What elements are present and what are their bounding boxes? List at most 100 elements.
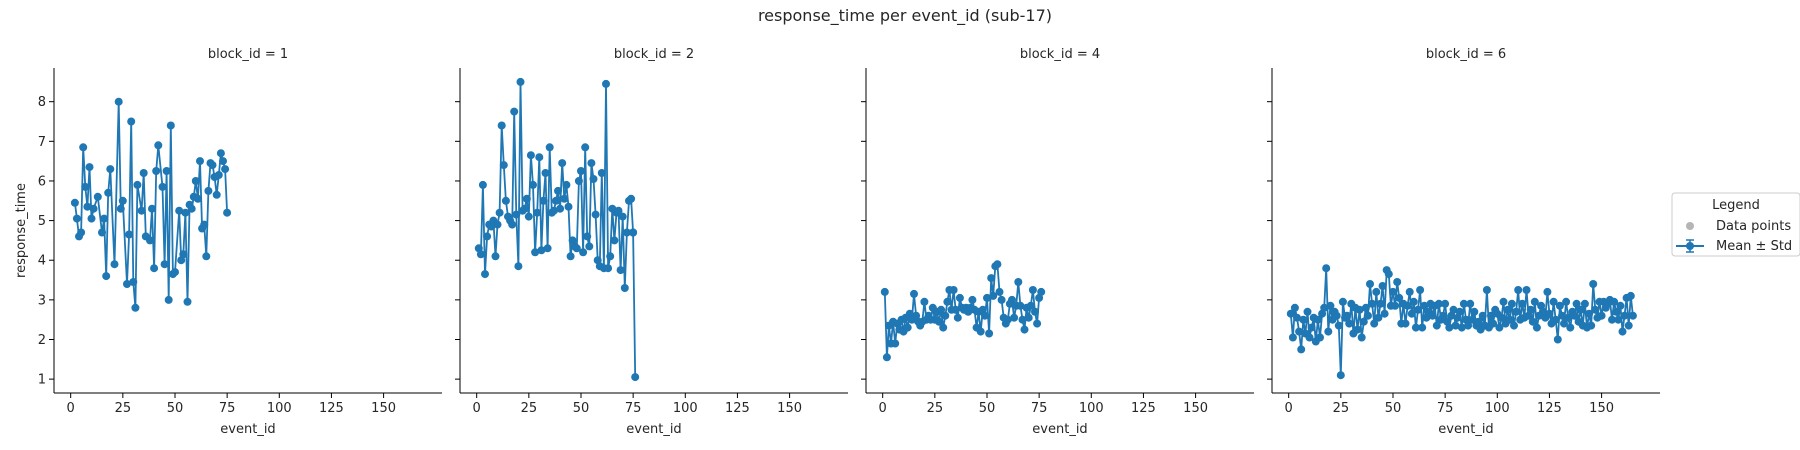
data-point bbox=[622, 228, 631, 237]
x-tick-label: 75 bbox=[625, 401, 642, 416]
data-point bbox=[171, 268, 179, 277]
data-point bbox=[1372, 287, 1381, 296]
data-point bbox=[1566, 323, 1575, 332]
data-point bbox=[1305, 333, 1314, 342]
x-tick-label: 75 bbox=[219, 401, 236, 416]
data-point bbox=[497, 121, 506, 130]
data-point bbox=[223, 208, 232, 217]
data-point bbox=[196, 157, 204, 166]
data-point bbox=[89, 204, 98, 213]
data-point bbox=[1507, 299, 1516, 308]
data-point bbox=[125, 230, 134, 239]
data-point bbox=[1614, 315, 1623, 324]
data-point bbox=[483, 232, 492, 241]
data-point bbox=[891, 339, 900, 348]
data-point bbox=[980, 311, 989, 320]
data-point bbox=[591, 210, 600, 219]
data-point bbox=[208, 161, 217, 170]
data-point bbox=[214, 171, 223, 179]
x-tick-label: 100 bbox=[1079, 401, 1104, 416]
data-point bbox=[1343, 311, 1352, 320]
data-point bbox=[1512, 307, 1521, 316]
data-point bbox=[1420, 301, 1429, 310]
data-point bbox=[1033, 319, 1042, 328]
x-tick-label: 100 bbox=[267, 401, 292, 416]
data-point bbox=[1597, 311, 1606, 320]
data-point bbox=[152, 167, 161, 175]
data-point bbox=[154, 141, 163, 150]
x-tick-label: 25 bbox=[521, 401, 538, 416]
data-point bbox=[905, 309, 914, 318]
data-point bbox=[616, 266, 625, 275]
data-point bbox=[510, 107, 519, 116]
data-point bbox=[162, 167, 171, 175]
data-point bbox=[1580, 299, 1589, 308]
data-point bbox=[939, 323, 948, 332]
data-point bbox=[1543, 287, 1552, 296]
x-tick-label: 50 bbox=[167, 401, 184, 416]
data-point bbox=[1389, 287, 1397, 296]
data-point bbox=[1610, 297, 1619, 306]
data-point bbox=[552, 196, 560, 205]
data-point bbox=[1364, 311, 1372, 320]
data-point bbox=[216, 149, 225, 158]
y-tick-label: 6 bbox=[38, 174, 46, 189]
data-point bbox=[943, 297, 952, 306]
data-point bbox=[1558, 311, 1566, 320]
data-point bbox=[1555, 301, 1564, 310]
data-point bbox=[1514, 286, 1523, 294]
data-point bbox=[1353, 325, 1362, 334]
data-point bbox=[1037, 287, 1046, 296]
legend-data-points-marker bbox=[1686, 222, 1694, 230]
data-point bbox=[1464, 321, 1473, 330]
data-point bbox=[564, 202, 573, 211]
data-point bbox=[104, 188, 113, 197]
data-point bbox=[1591, 305, 1600, 314]
data-point bbox=[1608, 315, 1616, 324]
data-point bbox=[1434, 299, 1443, 308]
data-point bbox=[545, 143, 554, 152]
data-point bbox=[127, 117, 136, 126]
y-tick-label: 7 bbox=[38, 135, 46, 150]
y-tick-label: 8 bbox=[38, 95, 46, 110]
facet-panels: block_id = 1 0 25 50 75 100 125 150 1 2 3 4 5 6 7 8 even… bbox=[14, 47, 1660, 437]
data-point bbox=[1618, 327, 1627, 336]
data-point bbox=[543, 244, 552, 253]
data-point bbox=[912, 311, 921, 320]
data-point bbox=[566, 252, 575, 261]
series-line bbox=[74, 100, 228, 309]
data-point bbox=[100, 214, 109, 223]
data-point bbox=[995, 287, 1004, 296]
data-point bbox=[93, 192, 102, 201]
data-point bbox=[558, 159, 567, 168]
data-point bbox=[1528, 317, 1537, 326]
legend-mean-std-label: Mean ± Std bbox=[1716, 239, 1792, 254]
data-point bbox=[1303, 307, 1312, 316]
x-tick-label: 100 bbox=[1485, 401, 1510, 416]
data-point bbox=[1545, 309, 1554, 318]
data-point bbox=[533, 208, 542, 217]
data-point bbox=[587, 159, 596, 168]
data-point bbox=[541, 169, 550, 177]
data-point bbox=[520, 204, 529, 213]
data-point bbox=[146, 236, 154, 245]
data-point bbox=[1616, 301, 1625, 310]
x-tick-label: 150 bbox=[371, 401, 396, 416]
data-point bbox=[1395, 293, 1404, 302]
data-point bbox=[983, 293, 991, 302]
data-point bbox=[1391, 301, 1400, 310]
data-point bbox=[910, 289, 918, 298]
data-point bbox=[1489, 319, 1498, 328]
data-point bbox=[181, 208, 190, 217]
data-point bbox=[1560, 319, 1568, 328]
data-point bbox=[1307, 323, 1316, 332]
data-point bbox=[474, 244, 483, 253]
data-point bbox=[1612, 307, 1621, 316]
data-point bbox=[1324, 327, 1333, 336]
data-point bbox=[1549, 297, 1558, 306]
data-point bbox=[1380, 309, 1389, 318]
data-point bbox=[522, 194, 531, 203]
data-point bbox=[1409, 297, 1418, 306]
y-tick-label: 4 bbox=[38, 254, 46, 269]
data-point bbox=[175, 206, 184, 215]
